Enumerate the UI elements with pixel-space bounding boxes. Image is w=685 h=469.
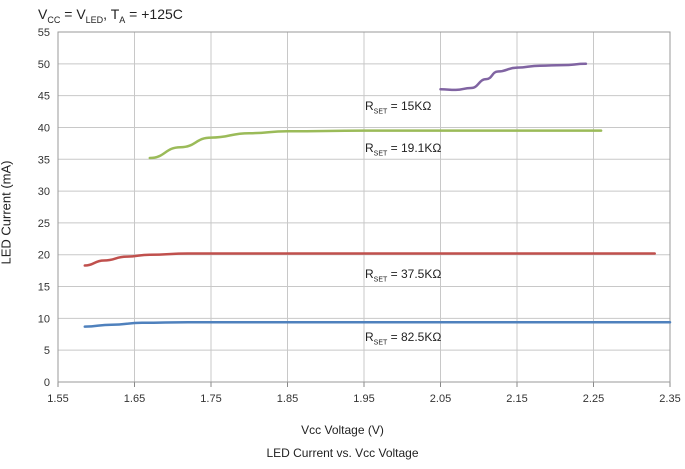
y-tick-labels: 0 5 10 15 20 25 30 35 40 45 50 55 xyxy=(38,27,50,389)
y-tick-label: 45 xyxy=(38,91,50,103)
y-tick-label: 25 xyxy=(38,218,50,230)
x-tick-label: 1.75 xyxy=(200,393,221,405)
series-label-82-5k: RSET = 82.5KΩ xyxy=(365,330,441,346)
y-tick-label: 55 xyxy=(38,27,50,39)
x-tick-label: 2.15 xyxy=(506,393,527,405)
test-conditions: VCC = VLED, TA = +125C xyxy=(38,6,183,25)
series-line-3 xyxy=(85,322,670,326)
y-tick-label: 40 xyxy=(38,122,50,134)
series-label-19-1k: RSET = 19.1KΩ xyxy=(365,141,441,157)
series-label-15k: RSET = 15KΩ xyxy=(365,99,431,115)
x-tick-label: 1.95 xyxy=(353,393,374,405)
y-tick-label: 50 xyxy=(38,59,50,71)
y-tick-label: 5 xyxy=(44,345,50,357)
y-tick-label: 10 xyxy=(38,313,50,325)
y-tick-label: 35 xyxy=(38,154,50,166)
plot-grid xyxy=(58,32,670,387)
y-tick-label: 30 xyxy=(38,186,50,198)
x-tick-labels: 1.55 1.65 1.75 1.85 1.95 2.05 2.15 2.25 2.35 xyxy=(47,393,680,405)
x-tick-label: 1.85 xyxy=(277,393,298,405)
y-tick-label: 15 xyxy=(38,282,50,294)
x-axis-label: Vcc Voltage (V) xyxy=(0,423,685,437)
y-tick-label: 20 xyxy=(38,250,50,262)
chart-caption: LED Current vs. Vcc Voltage xyxy=(0,446,685,460)
x-tick-label: 2.25 xyxy=(583,393,604,405)
x-tick-label: 2.35 xyxy=(659,393,680,405)
series-label-37-5k: RSET = 37.5KΩ xyxy=(365,267,441,283)
x-tick-label: 1.65 xyxy=(124,393,145,405)
y-tick-label: 0 xyxy=(44,377,50,389)
series-line-2 xyxy=(85,254,655,266)
x-tick-label: 2.05 xyxy=(430,393,451,405)
series-line-0 xyxy=(441,64,586,90)
x-tick-label: 1.55 xyxy=(47,393,68,405)
